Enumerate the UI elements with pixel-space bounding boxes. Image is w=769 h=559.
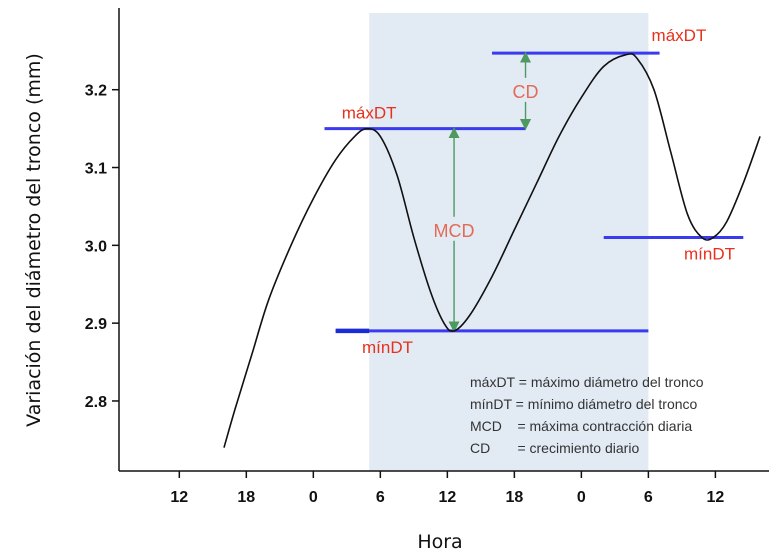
arrow-label-cd: CD [513,82,539,102]
y-axis-title: Variación del diámetro del tronco (mm) [23,53,45,427]
x-tick-label-7: 0 [577,489,586,506]
y-axis-ticks: 2.8 2.9 3.0 3.1 3.2 [85,83,119,411]
x-axis-title: Hora [417,531,462,553]
x-tick-label-4: 6 [376,489,385,506]
legend-entry-3: MCD = máxima contracción diaria [470,418,692,434]
legend-entry-4: CD = crecimiento diario [470,440,639,456]
x-tick-label-6: 18 [505,489,523,506]
y-tick-label-2: 2.9 [85,316,107,333]
y-tick-label-4: 3.1 [85,161,107,178]
y-tick-label-3: 3.0 [85,238,107,255]
arrow-label-mcd: MCD [434,221,475,241]
reference-label-4: mínDT [684,245,735,264]
x-tick-label-5: 12 [438,489,456,506]
legend-entry-2: mínDT = mínimo diámetro del tronco [470,396,698,412]
legend-entry-1: máxDT = máximo diámetro del tronco [470,374,704,390]
reference-label-2: máxDT [652,26,707,45]
reference-label-3: mínDT [362,338,413,357]
reference-label-1: máxDT [342,104,397,123]
x-tick-label-8: 6 [644,489,653,506]
y-tick-label-5: 3.2 [85,83,107,100]
x-axis-ticks: 1218061218061218 [170,471,769,506]
y-tick-label-1: 2.8 [85,394,107,411]
x-tick-label-9: 12 [706,489,724,506]
x-tick-label-3: 0 [309,489,318,506]
x-tick-label-2: 18 [237,489,255,506]
x-tick-label-1: 12 [170,489,188,506]
